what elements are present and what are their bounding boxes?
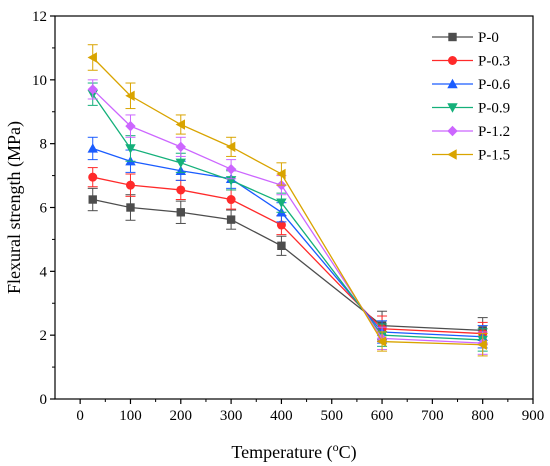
series-p-0-6 [87,136,488,349]
y-tick-label: 4 [40,264,48,280]
data-point [225,141,236,153]
data-point [125,144,136,154]
x-axis-title-pre: Temperature ( [231,442,332,463]
x-axis-title-degree: o [333,440,339,454]
data-point [477,339,487,350]
data-point [276,220,286,230]
x-tick-label: 100 [119,408,142,424]
legend-marker [447,103,458,113]
series-p-1-2 [87,79,488,355]
y-tick-label: 6 [40,201,48,217]
data-point [225,164,237,175]
series-line-p-0-6 [92,147,483,338]
series-line-p-0-9 [92,93,483,341]
legend-label: P-1.5 [478,148,510,164]
data-point [176,208,185,217]
legend-label: P-0.6 [478,77,511,93]
x-tick-label: 900 [522,408,545,424]
data-point [125,120,136,132]
data-point [87,52,97,63]
x-tick-label: 800 [471,408,494,424]
data-point [276,168,286,180]
data-point [175,119,185,130]
y-tick-label: 12 [32,9,47,25]
legend-item-p-0-6: P-0.6 [432,77,511,93]
data-point [125,90,135,101]
y-tick-label: 8 [40,137,48,153]
legend-marker [448,56,457,65]
series-line-p-0-3 [92,176,483,335]
data-point [226,215,236,224]
data-point [88,195,97,204]
legend-label: P-0.9 [478,101,510,117]
legend-item-p-0: P-0 [432,30,499,46]
y-tick-label: 2 [40,328,48,344]
legend-item-p-1-2: P-1.2 [432,124,510,140]
data-point [226,195,236,205]
legend-marker [447,125,458,137]
legend-marker [447,149,457,160]
legend-label: P-0.3 [478,54,510,70]
data-point [175,141,186,153]
x-tick-label: 300 [220,408,243,424]
data-point [277,241,286,250]
x-axis-title: Temperature (oC) [231,440,356,463]
series-line-p-1-2 [92,88,483,344]
y-tick-label: 0 [40,392,48,408]
data-point [276,198,287,208]
x-tick-label: 700 [421,408,444,424]
data-point [176,185,186,195]
series-p-0-9 [87,82,488,352]
legend-label: P-0 [478,30,499,46]
data-point [126,203,135,212]
data-point [88,172,98,182]
data-point [175,158,186,169]
x-tick-label: 200 [170,408,193,424]
legend-item-p-0-9: P-0.9 [432,101,510,117]
data-point [376,336,387,347]
plot-area [87,44,488,357]
axes: 0 100 200 300 400 500 600 700 800 900 0 2 4 6 8 10 12 [32,9,544,424]
series-p-1-5 [87,44,488,357]
x-tick-label: 0 [76,408,84,424]
data-point [87,84,98,95]
series-line-p-1-5 [92,57,483,346]
x-tick-label: 500 [320,408,343,424]
legend-marker [448,32,457,42]
y-tick-label: 10 [32,73,47,89]
data-point [125,180,135,190]
legend: P-0 P-0.3 P-0.6 P-0.9 P-1.2 P-1.5 [432,30,511,164]
x-tick-label: 600 [371,408,394,424]
legend-item-p-0-3: P-0.3 [432,54,510,70]
legend-label: P-1.2 [478,124,510,140]
legend-marker [447,78,458,89]
data-point [87,143,98,153]
x-tick-label: 400 [270,408,293,424]
legend-item-p-1-5: P-1.5 [432,148,510,164]
y-axis-title: Flexural strength (MPa) [4,121,25,294]
x-axis-title-post: C) [339,442,357,463]
